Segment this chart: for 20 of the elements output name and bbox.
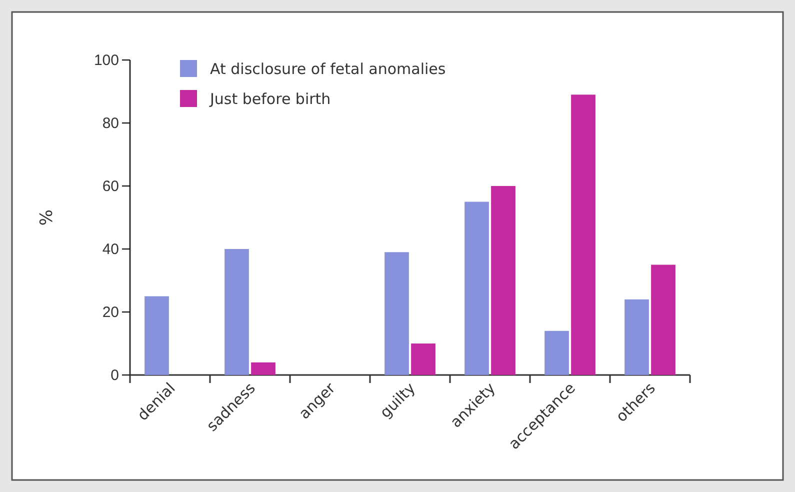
bar: [624, 299, 649, 375]
y-tick-label: 60: [102, 178, 119, 195]
y-axis-title: %: [37, 209, 57, 226]
bar: [544, 330, 569, 375]
bar: [571, 94, 596, 375]
legend-label: At disclosure of fetal anomalies: [210, 60, 446, 78]
bar: [411, 344, 436, 375]
bar: [464, 202, 489, 375]
bar: [224, 249, 249, 375]
y-tick-label: 20: [102, 304, 119, 321]
bar: [491, 186, 516, 375]
bar: [251, 362, 276, 375]
bar: [384, 252, 409, 375]
y-tick-label: 80: [102, 114, 119, 132]
y-tick-label: 40: [102, 240, 119, 258]
bar: [144, 296, 169, 375]
y-tick-label: 0: [110, 366, 119, 384]
bar: [651, 264, 676, 375]
y-tick-label: 100: [94, 52, 119, 69]
legend-label: Just before birth: [209, 90, 331, 108]
